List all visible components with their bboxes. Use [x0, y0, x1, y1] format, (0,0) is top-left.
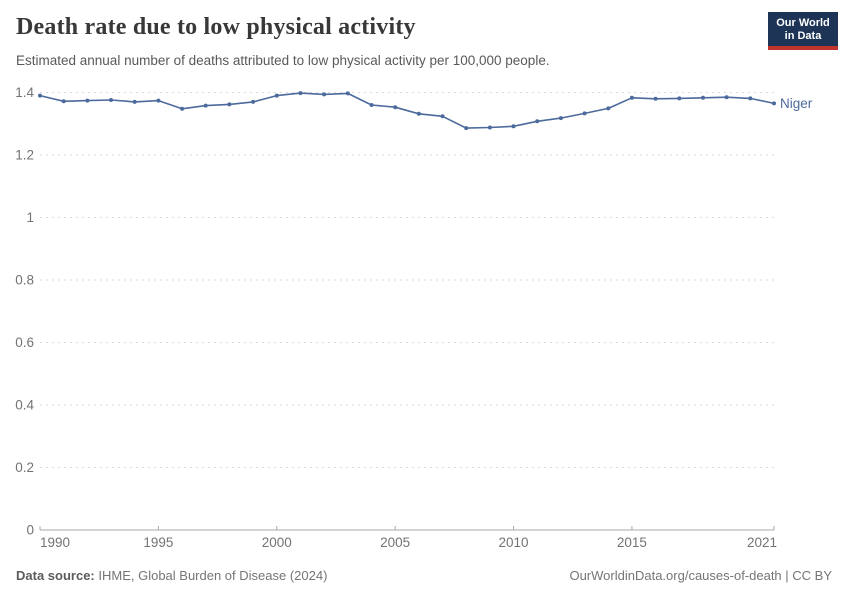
- data-point-1993[interactable]: [109, 98, 113, 102]
- y-tick-label-0.6: 0.6: [15, 335, 34, 350]
- y-tick-label-0.4: 0.4: [15, 398, 34, 413]
- chart-title: Death rate due to low physical activity: [16, 14, 416, 40]
- data-point-2003[interactable]: [345, 91, 350, 96]
- data-point-1995[interactable]: [156, 98, 161, 103]
- data-point-2001[interactable]: [298, 91, 303, 96]
- data-point-1997[interactable]: [203, 103, 208, 108]
- data-point-1991[interactable]: [61, 99, 66, 104]
- data-point-2016[interactable]: [653, 96, 658, 101]
- owid-logo-redbar: [768, 46, 838, 50]
- data-point-1990[interactable]: [38, 93, 42, 98]
- data-point-2021[interactable]: [772, 101, 776, 106]
- data-source-label: Data source:: [16, 568, 95, 583]
- chart-subtitle: Estimated annual number of deaths attrib…: [16, 53, 550, 68]
- y-tick-label-1.2: 1.2: [15, 148, 34, 163]
- data-point-2014[interactable]: [606, 106, 611, 111]
- data-point-2011[interactable]: [535, 119, 540, 124]
- data-point-2019[interactable]: [724, 95, 729, 100]
- y-tick-label-0: 0: [26, 523, 34, 538]
- data-point-1996[interactable]: [180, 106, 185, 111]
- x-tick-label-1990: 1990: [40, 535, 70, 550]
- x-tick-label-1995: 1995: [143, 535, 173, 550]
- y-tick-label-0.2: 0.2: [15, 460, 34, 475]
- data-point-1998[interactable]: [227, 102, 232, 107]
- data-point-1992[interactable]: [85, 98, 90, 103]
- owid-logo[interactable]: Our World in Data: [768, 12, 838, 50]
- x-tick-label-2010: 2010: [499, 535, 529, 550]
- y-tick-label-1.4: 1.4: [15, 85, 34, 100]
- x-tick-label-2015: 2015: [617, 535, 647, 550]
- data-point-2000[interactable]: [274, 93, 279, 98]
- data-point-2015[interactable]: [629, 95, 634, 100]
- series-line-niger[interactable]: [39, 92, 775, 129]
- data-source-text: IHME, Global Burden of Disease (2024): [94, 568, 328, 583]
- data-point-2005[interactable]: [393, 105, 398, 110]
- data-source-note: Data source: IHME, Global Burden of Dise…: [16, 568, 327, 583]
- data-point-2018[interactable]: [701, 95, 705, 100]
- data-point-2009[interactable]: [487, 125, 492, 130]
- y-tick-label-0.8: 0.8: [15, 273, 34, 288]
- data-point-2017[interactable]: [677, 96, 682, 101]
- x-tick-label-2021: 2021: [747, 535, 777, 550]
- chart-footer: Data source: IHME, Global Burden of Dise…: [16, 568, 832, 583]
- data-point-2007[interactable]: [440, 114, 445, 119]
- credit-link[interactable]: OurWorldinData.org/causes-of-death | CC …: [569, 568, 832, 583]
- x-tick-label-2000: 2000: [262, 535, 292, 550]
- data-point-2013[interactable]: [582, 111, 587, 116]
- data-point-1999[interactable]: [251, 99, 256, 104]
- data-point-2020[interactable]: [748, 96, 753, 101]
- data-point-1994[interactable]: [132, 99, 137, 104]
- data-point-2004[interactable]: [369, 103, 374, 107]
- data-point-2010[interactable]: [511, 124, 516, 129]
- data-point-2002[interactable]: [322, 92, 327, 97]
- data-point-2006[interactable]: [416, 111, 421, 116]
- entity-label-niger[interactable]: Niger: [780, 96, 813, 111]
- data-point-2008[interactable]: [464, 126, 469, 131]
- data-point-2012[interactable]: [558, 116, 563, 121]
- y-tick-label-1: 1: [26, 210, 34, 225]
- x-tick-label-2005: 2005: [380, 535, 410, 550]
- owid-logo-text: Our World in Data: [768, 12, 838, 46]
